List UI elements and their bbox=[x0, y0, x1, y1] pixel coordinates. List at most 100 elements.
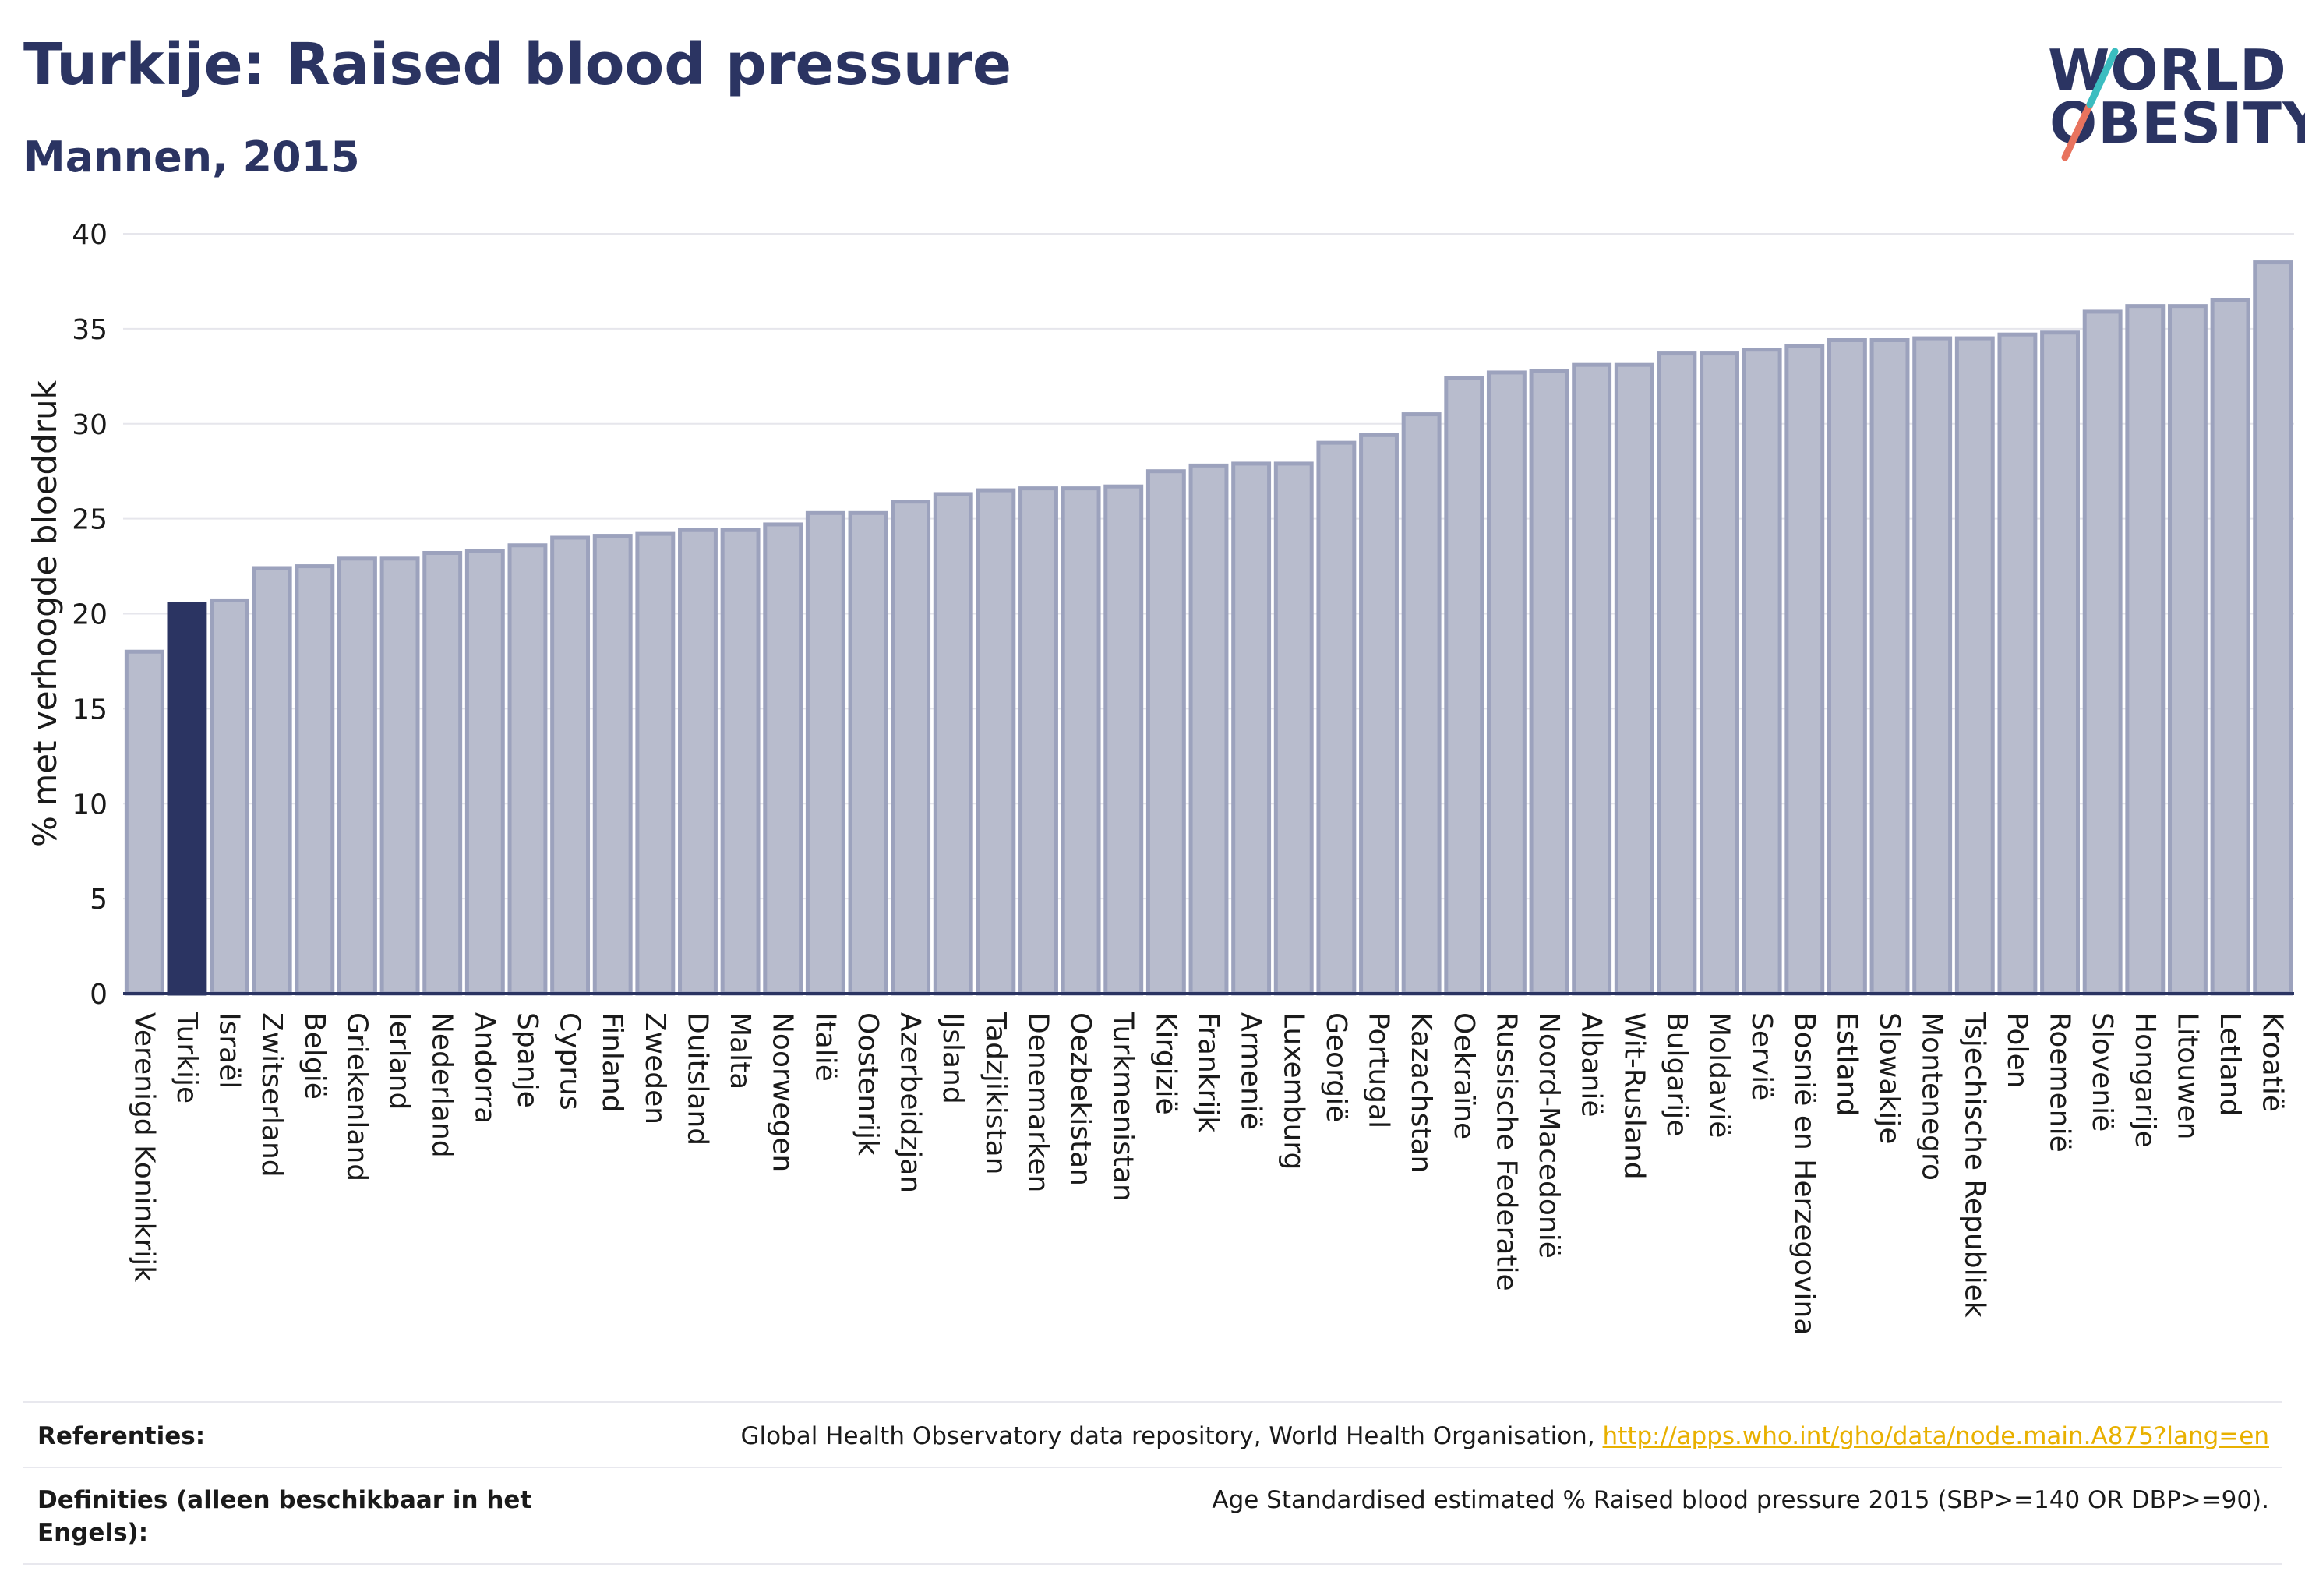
bar bbox=[1869, 338, 1910, 996]
bar bbox=[1018, 486, 1058, 996]
bar bbox=[635, 531, 676, 996]
x-tick-label: Hongarije bbox=[2129, 1012, 2161, 1148]
bar bbox=[2253, 260, 2293, 996]
x-tick-label: Slovenië bbox=[2086, 1012, 2118, 1132]
bar bbox=[252, 566, 292, 996]
x-tick-label: Polen bbox=[2001, 1012, 2033, 1088]
y-tick-label: 10 bbox=[72, 789, 108, 821]
bar bbox=[2125, 304, 2166, 996]
bar bbox=[720, 528, 761, 996]
x-tick-label: Georgië bbox=[1320, 1012, 1352, 1122]
bar bbox=[2210, 298, 2250, 996]
bar bbox=[1231, 461, 1272, 996]
bar bbox=[805, 510, 845, 996]
x-tick-label: Servië bbox=[1746, 1012, 1777, 1100]
bar bbox=[592, 534, 633, 996]
bar bbox=[1784, 344, 1825, 996]
x-tick-label: Russische Federatie bbox=[1490, 1012, 1522, 1291]
bar bbox=[1145, 469, 1186, 996]
x-tick-label: Armenië bbox=[1235, 1012, 1267, 1130]
bar bbox=[464, 549, 505, 996]
x-tick-label: Nederland bbox=[426, 1012, 458, 1158]
x-tick-label: Tsjechische Republiek bbox=[1958, 1012, 1990, 1318]
bar bbox=[1614, 362, 1654, 996]
bar bbox=[1827, 338, 1867, 996]
bar bbox=[1401, 412, 1442, 996]
bar bbox=[1316, 440, 1357, 996]
bar bbox=[337, 556, 377, 996]
bar bbox=[1742, 348, 1782, 996]
x-tick-label: Portugal bbox=[1363, 1012, 1395, 1128]
x-tick-label: Wit-Rusland bbox=[1618, 1012, 1650, 1180]
x-tick-label: Duitsland bbox=[681, 1012, 713, 1146]
bar bbox=[1273, 461, 1314, 996]
bar bbox=[1912, 336, 1953, 996]
x-tick-label: Litouwen bbox=[2171, 1012, 2203, 1139]
bar bbox=[2082, 309, 2123, 996]
x-tick-label: Azerbeidzjan bbox=[895, 1012, 927, 1193]
logo-slash-icon bbox=[2061, 48, 2119, 161]
y-tick-label: 5 bbox=[90, 884, 108, 916]
bar bbox=[422, 551, 463, 996]
references-label: Referenties: bbox=[37, 1422, 206, 1450]
x-tick-label: Malta bbox=[724, 1012, 756, 1089]
y-tick-label: 20 bbox=[72, 599, 108, 631]
bar bbox=[124, 649, 164, 996]
x-tick-label: Cyprus bbox=[554, 1012, 586, 1110]
x-tick-label: Frankrijk bbox=[1192, 1012, 1224, 1132]
bar bbox=[1529, 369, 1569, 996]
x-tick-label: Italië bbox=[809, 1012, 841, 1082]
x-tick-label: Ierland bbox=[383, 1012, 415, 1110]
x-tick-label: Kirgizië bbox=[1149, 1012, 1181, 1115]
bar bbox=[210, 598, 250, 996]
x-tick-label: Finland bbox=[596, 1012, 628, 1113]
x-tick-label: Luxemburg bbox=[1277, 1012, 1309, 1170]
bar bbox=[1700, 351, 1739, 996]
bar bbox=[379, 556, 420, 996]
y-tick-label: 30 bbox=[72, 409, 108, 441]
x-tick-label: Moldavië bbox=[1703, 1012, 1735, 1138]
bar bbox=[1188, 463, 1229, 996]
x-tick-label: Israël bbox=[214, 1012, 245, 1089]
bar bbox=[2167, 304, 2208, 996]
x-tick-label: Andorra bbox=[468, 1012, 500, 1124]
references-link[interactable]: http://apps.who.int/gho/data/node.main.A… bbox=[1602, 1422, 2269, 1450]
bar bbox=[1444, 376, 1484, 996]
bar-chart: 0 5 10 15 20 25 30 35 40 % met verhoogde bloeddru… bbox=[26, 219, 2294, 1335]
bar bbox=[295, 564, 335, 996]
chart-subtitle: Mannen, 2015 bbox=[23, 132, 360, 182]
footer-divider-bottom bbox=[23, 1563, 2282, 1565]
bar bbox=[1997, 332, 2038, 996]
bar bbox=[933, 492, 973, 996]
x-tick-label: Albanië bbox=[1576, 1012, 1608, 1118]
bar bbox=[1657, 351, 1697, 996]
x-tick-label: Slowakije bbox=[1873, 1012, 1905, 1144]
x-tick-label: Spanje bbox=[511, 1012, 543, 1108]
bar bbox=[1954, 336, 1995, 996]
x-tick-label: Oezbekistan bbox=[1064, 1012, 1096, 1186]
y-tick-label: 25 bbox=[72, 504, 108, 536]
bar bbox=[678, 528, 718, 996]
bar bbox=[507, 543, 548, 996]
y-tick-label: 40 bbox=[72, 219, 108, 251]
y-axis-label: % met verhoogde bloeddruk bbox=[26, 380, 64, 847]
references-value: Global Health Observatory data repositor… bbox=[740, 1420, 2269, 1453]
y-tick-label: 35 bbox=[72, 314, 108, 346]
x-tick-label: Griekenland bbox=[341, 1012, 372, 1181]
bar-highlight bbox=[167, 602, 207, 996]
footer-divider-top bbox=[23, 1401, 2282, 1403]
x-tick-label: Bulgarije bbox=[1661, 1012, 1693, 1136]
x-tick-label: Turkije bbox=[171, 1012, 203, 1103]
definitions-label: Definities (alleen beschikbaar in het En… bbox=[37, 1486, 532, 1547]
bar bbox=[2040, 330, 2080, 996]
y-tick-label: 15 bbox=[72, 694, 108, 726]
bar bbox=[550, 535, 591, 996]
logo-slash-teal bbox=[2086, 48, 2119, 108]
x-tick-label: Bosnië en Herzegovina bbox=[1788, 1012, 1820, 1335]
x-tick-label: Oostenrijk bbox=[852, 1012, 884, 1156]
logo-line1: WORLD bbox=[2048, 37, 2287, 103]
x-tick-label: Denemarken bbox=[1022, 1012, 1054, 1192]
x-tick-label: Estland bbox=[1830, 1012, 1862, 1116]
x-tick-label: Turkmenistan bbox=[1107, 1012, 1139, 1202]
x-tick-label: Tadzjikistan bbox=[980, 1012, 1011, 1174]
